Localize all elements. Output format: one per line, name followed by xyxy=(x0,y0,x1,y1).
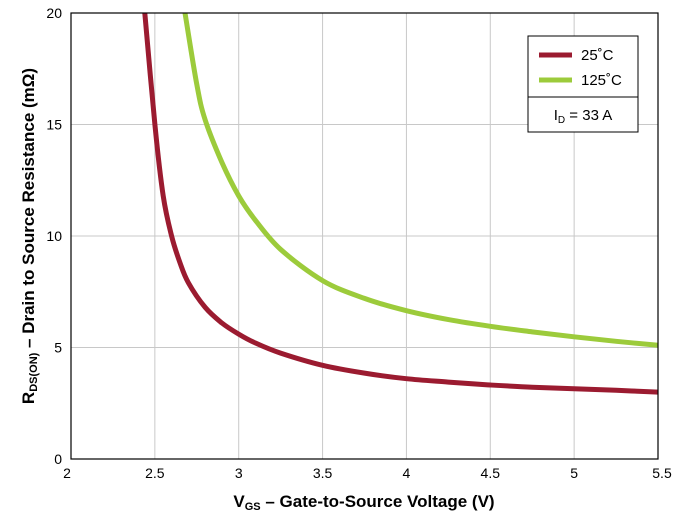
legend-note: ID = 33 A xyxy=(554,107,613,126)
x-tick-label: 5 xyxy=(570,465,578,481)
series-line-25c xyxy=(142,12,659,395)
y-axis-title: RDS(ON) – Drain to Source Resistance (mΩ… xyxy=(19,68,40,404)
y-axis-title-rest: – Drain to Source Resistance (mΩ) xyxy=(19,68,38,353)
y-tick-label: 5 xyxy=(54,340,62,356)
legend-note-main: I xyxy=(554,107,558,124)
y-tick-label: 10 xyxy=(46,228,62,244)
x-tick-labels: 2 2.5 3 3.5 4 4.5 5 5.5 xyxy=(63,465,672,481)
x-axis-title: VGS – Gate-to-Source Voltage (V) xyxy=(233,492,494,513)
x-tick-label: 4.5 xyxy=(481,465,501,481)
x-axis-title-rest: – Gate-to-Source Voltage (V) xyxy=(261,492,495,511)
y-tick-label: 15 xyxy=(46,117,62,133)
y-axis-title-main: R xyxy=(19,392,38,404)
x-tick-label: 3.5 xyxy=(313,465,333,481)
x-axis-title-main: V xyxy=(233,492,245,511)
y-tick-labels: 0 5 10 15 20 xyxy=(46,5,62,467)
y-tick-label: 0 xyxy=(54,451,62,467)
y-axis-title-sub: DS(ON) xyxy=(28,352,40,391)
series-line-125c xyxy=(182,12,659,348)
legend: 25˚C 125˚C ID = 33 A xyxy=(527,35,639,133)
legend-label-125c: 125˚C xyxy=(581,72,622,89)
legend-label-25c: 25˚C xyxy=(581,47,614,64)
x-tick-label: 4 xyxy=(403,465,411,481)
plot-frame xyxy=(70,12,659,460)
legend-note-sub: D xyxy=(558,115,565,126)
y-tick-label: 20 xyxy=(46,5,62,21)
x-tick-label: 2.5 xyxy=(145,465,165,481)
x-tick-label: 5.5 xyxy=(652,465,672,481)
legend-box xyxy=(527,35,639,133)
legend-note-rest: = 33 A xyxy=(565,107,612,124)
x-tick-label: 2 xyxy=(63,465,71,481)
x-tick-label: 3 xyxy=(235,465,243,481)
x-axis-title-sub: GS xyxy=(245,501,261,513)
series-lines xyxy=(142,12,659,395)
